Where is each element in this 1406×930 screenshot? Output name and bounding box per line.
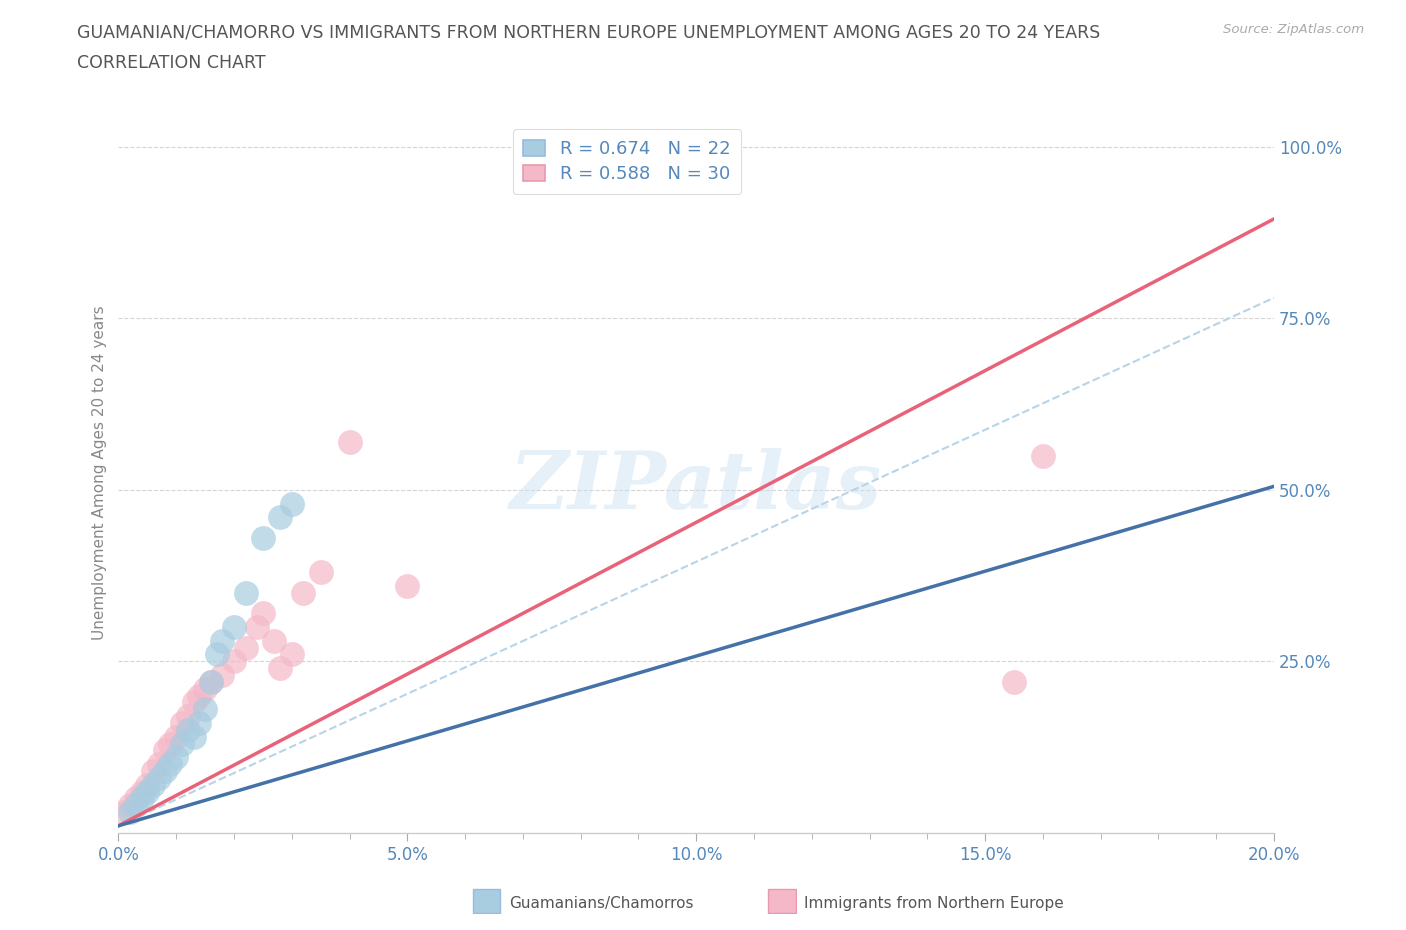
Point — [292, 585, 315, 600]
Point — [131, 784, 153, 799]
Point — [222, 619, 245, 634]
Point — [222, 654, 245, 669]
Point — [148, 757, 170, 772]
Point — [339, 434, 361, 449]
Point — [252, 530, 274, 545]
Point — [165, 729, 187, 744]
Point — [142, 764, 165, 778]
Legend: R = 0.674   N = 22, R = 0.588   N = 30: R = 0.674 N = 22, R = 0.588 N = 30 — [513, 129, 741, 194]
Point — [194, 681, 217, 696]
Point — [118, 798, 141, 813]
Point — [1002, 674, 1025, 689]
Point — [148, 770, 170, 785]
Point — [131, 790, 153, 805]
Point — [136, 784, 159, 799]
Point — [200, 674, 222, 689]
Point — [142, 777, 165, 792]
Point — [246, 619, 269, 634]
Point — [183, 695, 205, 710]
Point — [177, 723, 200, 737]
Point — [235, 585, 257, 600]
Point — [211, 668, 233, 683]
Point — [188, 715, 211, 730]
Point — [396, 578, 419, 593]
Point — [194, 702, 217, 717]
Point — [165, 750, 187, 764]
Point — [252, 605, 274, 620]
Text: GUAMANIAN/CHAMORRO VS IMMIGRANTS FROM NORTHERN EUROPE UNEMPLOYMENT AMONG AGES 20: GUAMANIAN/CHAMORRO VS IMMIGRANTS FROM NO… — [77, 23, 1101, 41]
Point — [269, 660, 291, 675]
FancyBboxPatch shape — [768, 889, 796, 913]
Text: CORRELATION CHART: CORRELATION CHART — [77, 54, 266, 72]
Point — [153, 764, 176, 778]
Point — [1032, 448, 1054, 463]
Point — [159, 757, 181, 772]
Point — [125, 790, 148, 805]
Text: Source: ZipAtlas.com: Source: ZipAtlas.com — [1223, 23, 1364, 36]
Point — [159, 736, 181, 751]
Point — [188, 688, 211, 703]
Point — [281, 647, 304, 662]
Text: Immigrants from Northern Europe: Immigrants from Northern Europe — [804, 896, 1064, 910]
Point — [200, 674, 222, 689]
Point — [183, 729, 205, 744]
Point — [177, 709, 200, 724]
Point — [136, 777, 159, 792]
Point — [269, 510, 291, 525]
Point — [118, 804, 141, 819]
Point — [235, 640, 257, 655]
Point — [170, 736, 193, 751]
Point — [211, 633, 233, 648]
Point — [125, 798, 148, 813]
FancyBboxPatch shape — [472, 889, 501, 913]
Point — [205, 647, 228, 662]
Point — [263, 633, 285, 648]
Text: Guamanians/Chamorros: Guamanians/Chamorros — [509, 896, 693, 910]
Point — [309, 565, 332, 579]
Y-axis label: Unemployment Among Ages 20 to 24 years: Unemployment Among Ages 20 to 24 years — [93, 305, 107, 640]
Point — [112, 804, 135, 819]
Point — [281, 496, 304, 511]
Point — [153, 743, 176, 758]
Point — [170, 715, 193, 730]
Text: ZIPatlas: ZIPatlas — [510, 448, 882, 525]
